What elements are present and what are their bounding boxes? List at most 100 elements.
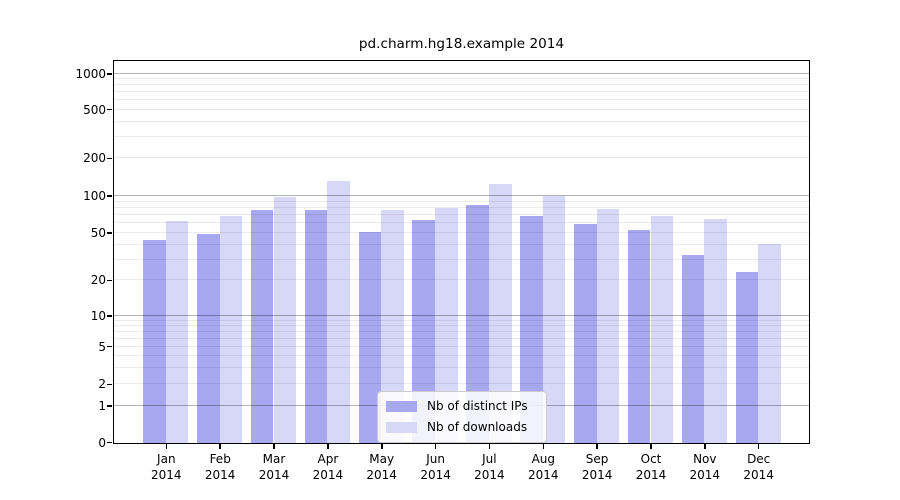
gridline-minor-500 [114, 108, 809, 110]
legend-swatch-distinct-ips [386, 401, 417, 412]
gridline-major-10 [114, 315, 809, 317]
bar-downloads-nov [704, 218, 727, 443]
y-tick-mark-20 [107, 279, 112, 282]
y-tick-label-50: 50 [90, 226, 106, 241]
x-tick-label-mar: Mar 2014 [242, 452, 306, 483]
x-tick-year-feb: 2014 [204, 467, 236, 482]
bar-downloads-jul [488, 183, 512, 443]
x-tick-year-may: 2014 [366, 467, 397, 482]
bar-downloads-apr [327, 180, 351, 443]
y-tick-label-10: 10 [90, 309, 106, 324]
bar-downloads-may [381, 209, 404, 443]
gridline-minor-200 [114, 157, 809, 159]
y-tick-label-500: 500 [83, 102, 106, 117]
x-tick-mark-mar [273, 444, 275, 449]
x-tick-label-sep: Sep 2014 [565, 452, 629, 483]
bar-downloads-oct [650, 215, 674, 443]
x-tick-month-may: May [369, 452, 395, 466]
legend-swatch-downloads [386, 422, 417, 433]
gridline-major-1000 [114, 72, 809, 74]
legend: Nb of distinct IPs Nb of downloads [377, 391, 547, 443]
x-tick-label-dec: Dec 2014 [727, 452, 791, 483]
bar-downloads-feb [219, 215, 243, 443]
y-tick-mark-100 [107, 195, 112, 197]
gridline-minor-40 [114, 243, 809, 245]
x-tick-mark-feb [219, 444, 221, 449]
bar-ips-may [358, 231, 382, 443]
y-tick-label-2: 2 [98, 377, 106, 392]
x-tick-month-aug: Aug [531, 452, 556, 466]
bar-downloads-sep [596, 209, 620, 443]
x-tick-mark-sep [596, 444, 598, 449]
bar-ips-feb [197, 233, 220, 443]
gridline-minor-50 [114, 232, 809, 234]
gridline-major-100 [114, 194, 809, 197]
gridline-minor-90 [114, 200, 809, 202]
gridline-minor-900 [114, 78, 809, 80]
x-tick-month-jul: Jul [482, 452, 497, 466]
x-tick-year-sep: 2014 [581, 467, 613, 482]
x-tick-mark-jul [488, 444, 491, 449]
bar-ips-sep [573, 223, 597, 443]
bar-ips-jul [466, 204, 489, 443]
legend-label-downloads: Nb of downloads [427, 420, 528, 434]
gridline-minor-3 [114, 366, 809, 368]
y-tick-mark-1000 [107, 73, 112, 75]
y-tick-label-100: 100 [83, 189, 106, 203]
gridline-minor-300 [114, 135, 809, 137]
gridline-minor-6 [114, 337, 809, 339]
x-tick-label-aug: Aug 2014 [511, 452, 575, 483]
x-tick-mark-nov [704, 444, 706, 449]
x-tick-label-jul: Jul 2014 [457, 452, 521, 483]
x-tick-mark-dec [757, 444, 760, 449]
gridline-minor-2 [114, 383, 809, 385]
legend-label-distinct-ips: Nb of distinct IPs [427, 399, 528, 413]
x-tick-year-mar: 2014 [258, 467, 290, 482]
bar-ips-aug [520, 215, 543, 443]
bar-downloads-dec [758, 243, 781, 443]
x-tick-label-jun: Jun 2014 [404, 452, 468, 483]
x-tick-month-mar: Mar [262, 452, 286, 466]
x-tick-month-jan: Jan [157, 452, 176, 466]
bar-ips-dec [735, 271, 759, 443]
chart-title: pd.charm.hg18.example 2014 [358, 36, 565, 52]
x-tick-month-sep: Sep [585, 452, 609, 466]
x-tick-mark-may [381, 444, 383, 449]
y-tick-mark-5 [107, 345, 112, 348]
y-tick-label-200: 200 [83, 151, 106, 166]
gridline-minor-9 [114, 319, 809, 321]
y-tick-mark-1 [107, 405, 112, 407]
x-tick-label-oct: Oct 2014 [619, 452, 683, 483]
x-tick-month-jun: Jun [426, 452, 445, 466]
bar-downloads-jan [165, 221, 189, 443]
x-tick-year-apr: 2014 [312, 467, 344, 482]
gridline-minor-600 [114, 99, 809, 101]
gridline-minor-30 [114, 258, 809, 260]
gridline-minor-700 [114, 91, 809, 93]
x-tick-year-dec: 2014 [743, 467, 774, 482]
grid-layer [114, 61, 809, 443]
y-tick-mark-2 [107, 383, 112, 385]
x-tick-mark-jun [434, 444, 437, 449]
bar-downloads-mar [273, 196, 297, 443]
bar-downloads-jun [435, 207, 458, 443]
x-tick-year-nov: 2014 [689, 467, 721, 482]
y-tick-label-1000: 1000 [75, 66, 106, 81]
y-tick-label-1: 1 [98, 399, 106, 414]
bars-layer [114, 61, 809, 443]
bar-ips-oct [627, 229, 651, 443]
y-tick-mark-50 [107, 232, 112, 234]
y-tick-mark-10 [107, 315, 112, 317]
y-tick-label-5: 5 [98, 339, 106, 354]
x-tick-year-jul: 2014 [474, 467, 505, 482]
x-tick-month-feb: Feb [209, 452, 231, 466]
x-tick-label-nov: Nov 2014 [673, 452, 737, 483]
gridline-minor-5 [114, 345, 809, 347]
bar-ips-jan [143, 240, 166, 443]
x-tick-year-oct: 2014 [635, 467, 667, 482]
y-tick-mark-0 [107, 441, 112, 444]
plot-area: Nb of distinct IPs Nb of downloads [113, 60, 810, 444]
x-tick-year-jun: 2014 [420, 467, 451, 482]
x-tick-month-oct: Oct [640, 452, 662, 466]
